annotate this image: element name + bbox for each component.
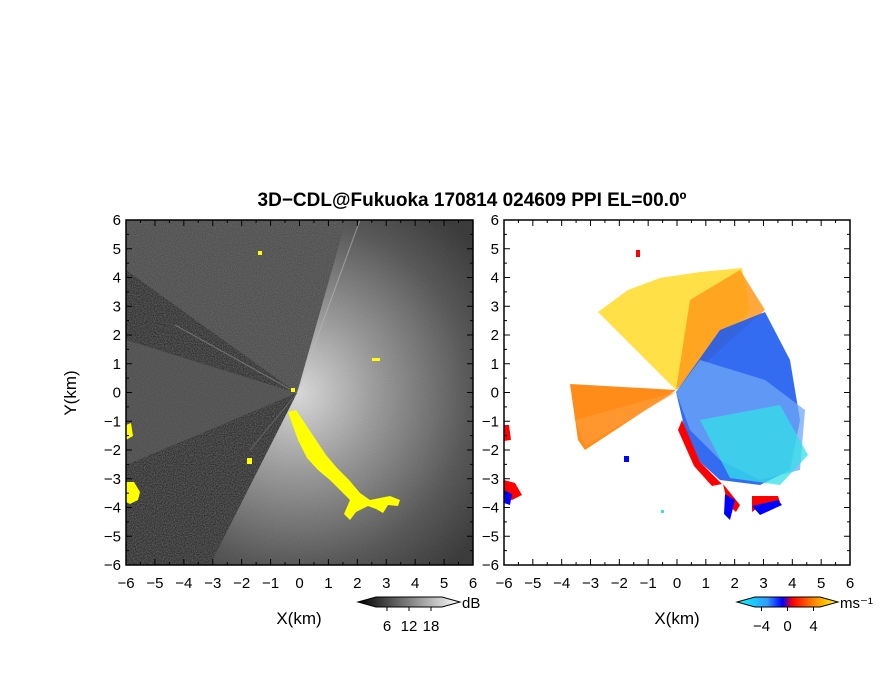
- y-tick-label: −4: [482, 500, 499, 517]
- y-tick-label: −2: [482, 442, 499, 459]
- x-tick-label: −5: [524, 575, 541, 592]
- y-tick-label: 3: [113, 298, 121, 315]
- y-tick-label: −5: [104, 528, 121, 545]
- x-tick-label: 5: [440, 575, 448, 592]
- x-tick-label: 3: [759, 575, 767, 592]
- chart-title: 3D−CDL@Fukuoka 170814 024609 PPI EL=00.0…: [258, 190, 687, 211]
- y-tick-label: 1: [113, 356, 121, 373]
- colorbar-tick-label: 18: [423, 618, 440, 635]
- x-tick-label: 2: [353, 575, 361, 592]
- snr-field: [126, 220, 473, 565]
- colorbar-tick-label: −4: [753, 618, 770, 635]
- x-tick-label: −6: [117, 575, 134, 592]
- y-tick-label: 6: [113, 212, 121, 229]
- y-tick-label: −3: [104, 471, 121, 488]
- colorbar-tick-label: 4: [809, 618, 817, 635]
- y-tick-label: −3: [482, 471, 499, 488]
- left-ylabel: Y(km): [61, 370, 80, 415]
- y-tick-label: −6: [104, 557, 121, 574]
- x-tick-label: −6: [495, 575, 512, 592]
- colorbar-tick-label: 0: [783, 618, 791, 635]
- y-tick-label: 3: [491, 298, 499, 315]
- x-tick-label: 6: [469, 575, 477, 592]
- x-tick-label: −2: [611, 575, 628, 592]
- y-tick-label: −1: [104, 413, 121, 430]
- velocity-colorbar: ms⁻¹ −4 0 4: [735, 595, 873, 635]
- x-tick-label: 1: [702, 575, 710, 592]
- colorbar-tick-label: 12: [401, 618, 418, 635]
- colorbar-tick-label: 6: [383, 618, 391, 635]
- y-tick-label: 2: [113, 327, 121, 344]
- x-tick-label: −4: [553, 575, 570, 592]
- y-tick-label: 2: [491, 327, 499, 344]
- x-tick-label: −4: [175, 575, 192, 592]
- x-tick-label: 4: [788, 575, 796, 592]
- snr-yellow-regions: [126, 251, 400, 520]
- x-tick-label: 4: [411, 575, 419, 592]
- snr-colorbar: dB 6 12 18: [356, 595, 480, 635]
- velocity-colorbar-unit: ms⁻¹: [840, 595, 873, 612]
- y-tick-label: 4: [491, 270, 499, 287]
- x-tick-label: 3: [382, 575, 390, 592]
- velocity-field: [504, 220, 850, 565]
- x-tick-label: 0: [673, 575, 681, 592]
- x-tick-label: −3: [582, 575, 599, 592]
- x-tick-label: −2: [233, 575, 250, 592]
- y-tick-label: 4: [113, 270, 121, 287]
- y-tick-label: −2: [104, 442, 121, 459]
- x-tick-label: 6: [846, 575, 854, 592]
- x-tick-label: 0: [295, 575, 303, 592]
- left-xlabel: X(km): [276, 609, 321, 628]
- x-tick-label: 2: [730, 575, 738, 592]
- y-tick-label: 5: [113, 241, 121, 258]
- y-tick-label: 0: [491, 385, 499, 402]
- x-tick-label: −3: [204, 575, 221, 592]
- y-tick-label: 1: [491, 356, 499, 373]
- x-tick-label: −1: [640, 575, 657, 592]
- right-xlabel: X(km): [654, 609, 699, 628]
- y-tick-label: −6: [482, 557, 499, 574]
- y-tick-label: −5: [482, 528, 499, 545]
- x-tick-label: −5: [146, 575, 163, 592]
- x-tick-label: −1: [262, 575, 279, 592]
- y-tick-label: 6: [491, 212, 499, 229]
- snr-colorbar-unit: dB: [462, 595, 480, 612]
- y-tick-label: −4: [104, 500, 121, 517]
- y-tick-label: 0: [113, 385, 121, 402]
- y-tick-label: 5: [491, 241, 499, 258]
- y-tick-label: −1: [482, 413, 499, 430]
- x-tick-label: 1: [324, 575, 332, 592]
- x-tick-label: 5: [817, 575, 825, 592]
